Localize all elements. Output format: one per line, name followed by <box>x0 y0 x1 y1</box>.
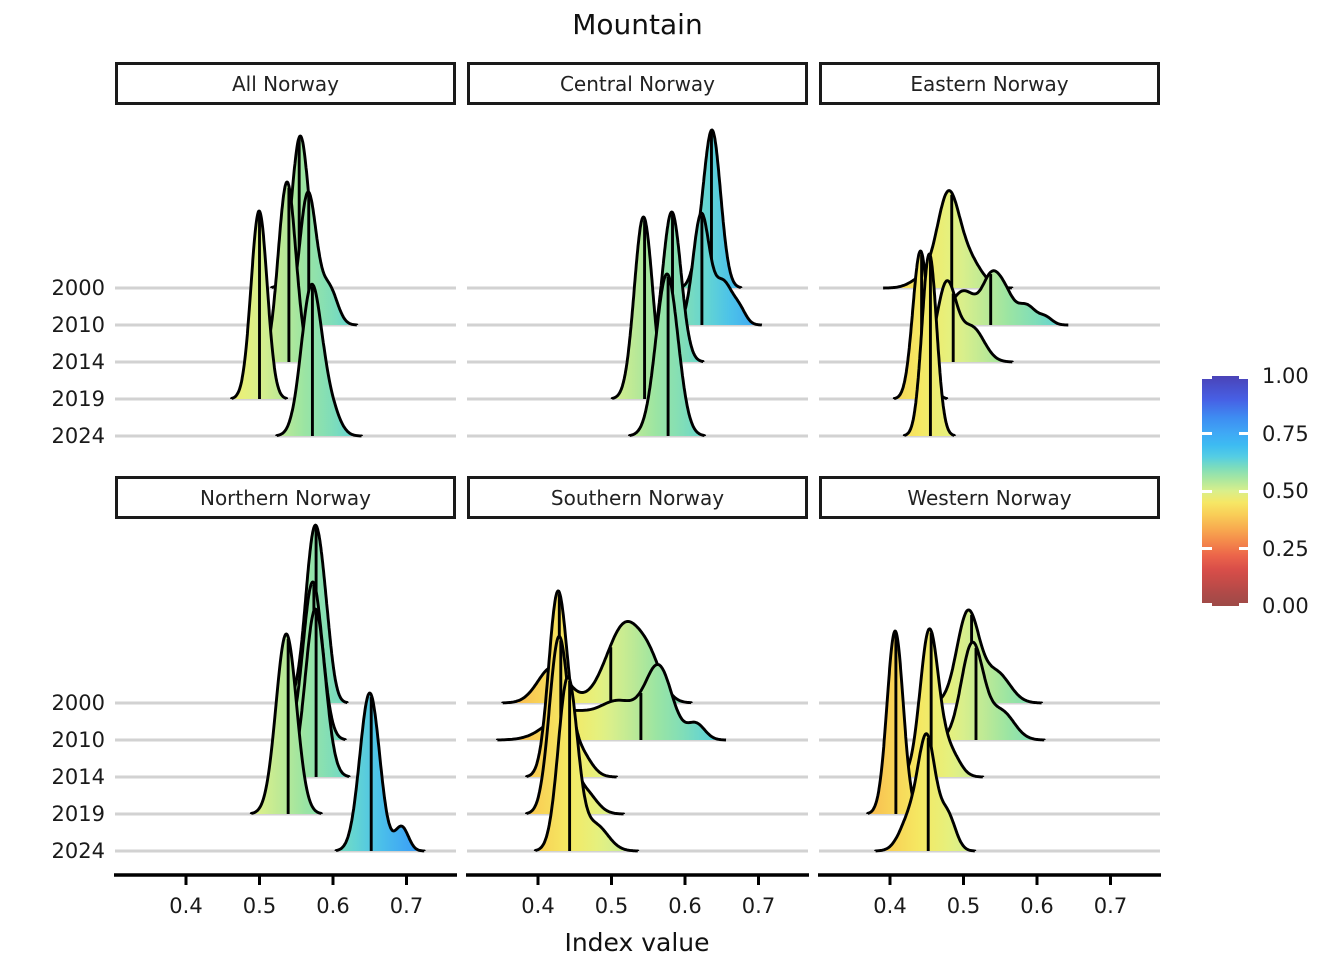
panel-all-norway <box>115 134 456 438</box>
y-axis-label-2010: 2010 <box>51 313 105 337</box>
y-axis-label-2019: 2019 <box>51 387 105 411</box>
density-ridge-2024 <box>628 272 706 437</box>
panel-northern-norway <box>114 523 457 885</box>
x-axis-label-0.6: 0.6 <box>1020 894 1054 918</box>
x-axis-label-0.6: 0.6 <box>316 894 350 918</box>
y-axis-label-2014: 2014 <box>51 765 105 789</box>
colorbar-tick <box>1239 432 1249 435</box>
x-axis-title: Index value <box>564 928 710 957</box>
colorbar-label-1.00: 1.00 <box>1262 364 1309 388</box>
density-curve-2014 <box>896 627 985 779</box>
y-axis-label-2010: 2010 <box>51 728 105 752</box>
x-axis-label-0.7: 0.7 <box>1093 894 1128 918</box>
density-curve-2024 <box>874 732 977 853</box>
density-ridge-2024 <box>902 252 956 437</box>
density-curve-2024 <box>533 675 640 853</box>
density-curve-2010 <box>933 640 1046 742</box>
y-axis-label-2000: 2000 <box>51 276 105 300</box>
density-ridge-2010 <box>672 211 763 327</box>
colorbar-label-0.75: 0.75 <box>1262 421 1309 446</box>
y-axis-label-2000: 2000 <box>51 691 105 715</box>
x-axis-label-0.4: 0.4 <box>521 894 555 918</box>
colorbar-tick <box>1202 489 1212 493</box>
y-axis-label-2014: 2014 <box>51 350 105 374</box>
x-axis-label-0.5: 0.5 <box>946 894 981 918</box>
density-ridge-2010 <box>933 640 1046 742</box>
density-ridge-2024 <box>334 691 426 853</box>
panel-southern-norway <box>466 589 809 885</box>
density-ridge-2024 <box>275 282 363 438</box>
panel-header-southern-norway: Southern Norway <box>467 476 808 519</box>
x-axis-label-0.5: 0.5 <box>594 894 629 918</box>
panel-central-norway <box>467 128 808 438</box>
colorbar-tick <box>1202 432 1212 435</box>
panel-header-northern-norway: Northern Norway <box>115 476 456 519</box>
y-axis-label-2019: 2019 <box>51 802 105 826</box>
density-curve-2024 <box>334 691 426 853</box>
colorbar-tick <box>1202 603 1212 606</box>
density-curve-2024 <box>275 282 363 438</box>
panel-western-norway <box>818 608 1161 885</box>
density-ridge-2019 <box>230 209 289 400</box>
density-curve-2000 <box>674 128 743 290</box>
panel-header-central-norway: Central Norway <box>467 62 808 105</box>
colorbar-label-0.25: 0.25 <box>1262 536 1309 561</box>
panel-eastern-norway <box>819 189 1160 438</box>
colorbar-tick <box>1239 547 1249 550</box>
y-axis-label-2024: 2024 <box>51 839 105 863</box>
density-ridge-2024 <box>533 675 640 853</box>
panel-header-eastern-norway: Eastern Norway <box>819 62 1160 105</box>
x-axis-label-0.6: 0.6 <box>668 894 702 918</box>
colorbar-tick <box>1239 603 1249 606</box>
chart-title: Mountain <box>572 8 703 41</box>
density-ridge-2019 <box>249 632 323 815</box>
x-axis-label-0.4: 0.4 <box>169 894 203 918</box>
density-curve-2000 <box>928 608 1044 705</box>
x-axis-label-0.7: 0.7 <box>741 894 776 918</box>
density-curve-2019 <box>249 632 323 815</box>
colorbar-tick <box>1202 547 1212 550</box>
colorbar-label-0.50: 0.50 <box>1262 479 1309 503</box>
x-axis-label-0.4: 0.4 <box>873 894 907 918</box>
colorbar-tick <box>1202 376 1212 379</box>
panel-header-all-norway: All Norway <box>115 62 456 105</box>
colorbar-tick <box>1239 376 1249 379</box>
panel-header-western-norway: Western Norway <box>819 476 1160 519</box>
x-axis-label-0.5: 0.5 <box>242 894 277 918</box>
y-axis-label-2024: 2024 <box>51 424 105 448</box>
x-axis-label-0.7: 0.7 <box>389 894 424 918</box>
density-ridge-2024 <box>874 732 977 853</box>
density-curve-2010 <box>672 211 763 327</box>
colorbar-label-0.00: 0.00 <box>1262 594 1309 618</box>
colorbar-legend: 1.00 0.75 0.50 0.25 0.00 <box>1202 364 1332 618</box>
colorbar-tick <box>1239 489 1249 493</box>
